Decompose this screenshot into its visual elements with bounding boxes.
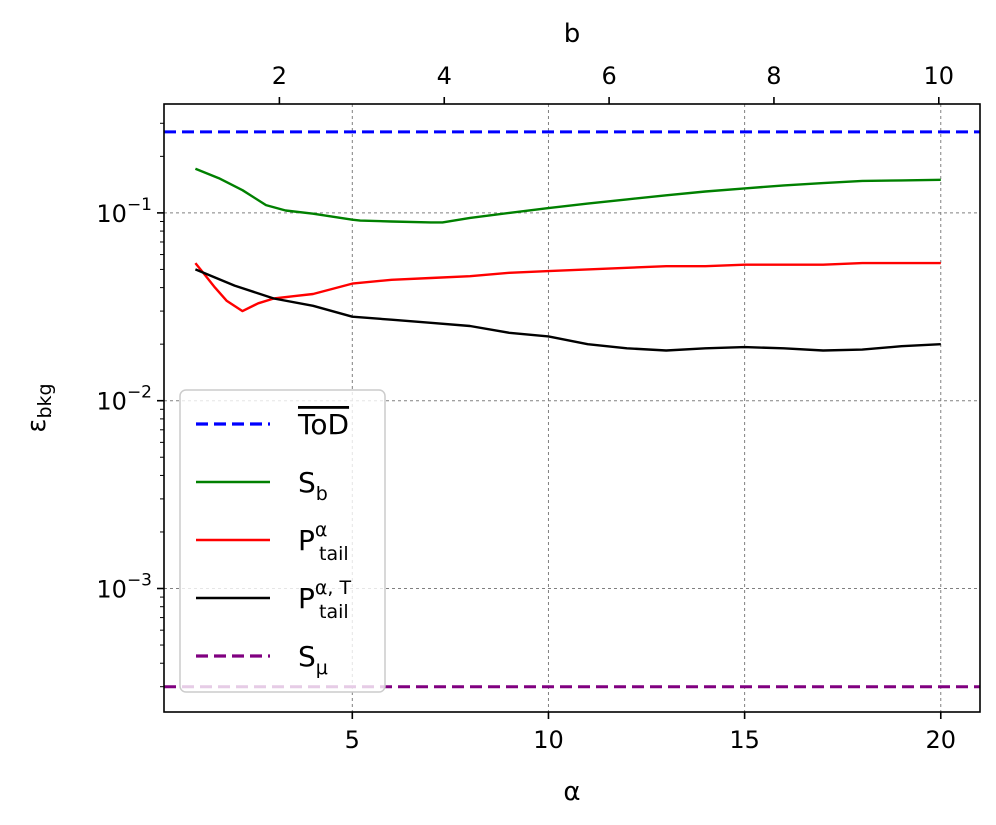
x-tick-label: 10 xyxy=(533,726,564,754)
x2-tick-label: 8 xyxy=(766,62,781,90)
x2-tick-label: 4 xyxy=(437,62,452,90)
y-tick-label: 10−2 xyxy=(96,383,152,416)
y-axis-title: εbkg xyxy=(22,383,56,432)
series-line xyxy=(194,261,941,313)
legend-label: Sb xyxy=(298,466,328,505)
y-tick-label: 10−1 xyxy=(96,195,152,228)
series-line xyxy=(194,268,941,352)
plot-frame xyxy=(163,103,981,713)
x2-tick-label: 6 xyxy=(601,62,616,90)
legend-box xyxy=(179,389,386,693)
x-tick-label: 5 xyxy=(345,726,360,754)
y-axis-title-sub: bkg xyxy=(34,383,56,418)
y-tick-label: 10−3 xyxy=(96,571,152,604)
x-axis-title: α xyxy=(563,777,580,807)
data-series xyxy=(164,130,980,689)
x-tick-label: 15 xyxy=(729,726,760,754)
legend-label: ToD xyxy=(297,408,349,441)
x2-tick-label: 10 xyxy=(924,62,955,90)
legend-label: Sμ xyxy=(298,640,328,679)
axes: 5 10 15 20 2 4 6 8 10 10−1 10−2 10−3 xyxy=(96,62,956,754)
series-line xyxy=(194,167,941,224)
x2-tick-label: 2 xyxy=(272,62,287,90)
x2-axis-title: b xyxy=(564,19,581,49)
x-tick-label: 20 xyxy=(925,726,956,754)
y-axis-title-main: ε xyxy=(22,419,52,433)
legend-label: Pα tail xyxy=(298,519,349,565)
